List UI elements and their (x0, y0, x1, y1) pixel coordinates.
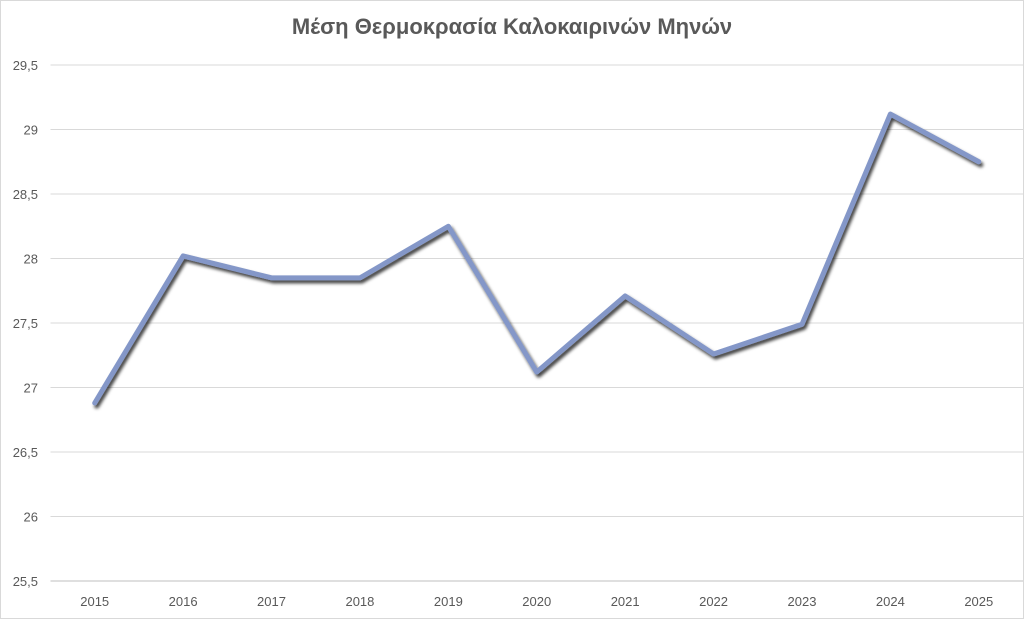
x-tick-label: 2022 (699, 594, 728, 609)
y-tick-label: 29 (24, 123, 38, 138)
y-tick-label: 25,5 (13, 574, 38, 589)
y-tick-label: 28 (24, 252, 38, 267)
y-tick-label: 26 (24, 510, 38, 525)
x-tick-label: 2018 (345, 594, 374, 609)
x-tick-label: 2020 (522, 594, 551, 609)
x-tick-label: 2019 (434, 594, 463, 609)
y-tick-label: 29,5 (13, 58, 38, 73)
x-tick-label: 2016 (169, 594, 198, 609)
y-tick-label: 27,5 (13, 316, 38, 331)
x-tick-label: 2017 (257, 594, 286, 609)
x-tick-label: 2023 (788, 594, 817, 609)
x-tick-label: 2015 (80, 594, 109, 609)
chart-title: Μέση Θερμοκρασία Καλοκαιρινών Μηνών (291, 14, 733, 39)
y-tick-label: 28,5 (13, 187, 38, 202)
x-tick-label: 2025 (964, 594, 993, 609)
y-tick-label: 26,5 (13, 445, 38, 460)
x-tick-label: 2021 (611, 594, 640, 609)
x-tick-label: 2024 (876, 594, 905, 609)
y-tick-label: 27 (24, 381, 38, 396)
